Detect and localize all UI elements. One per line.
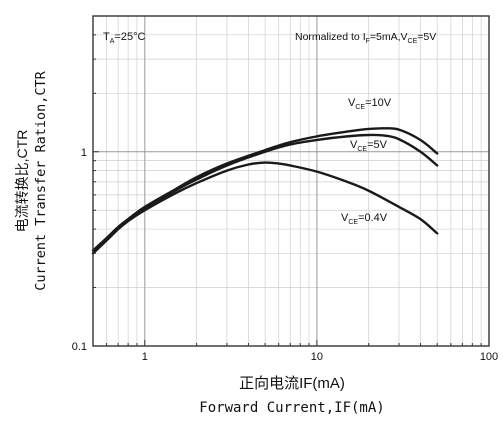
y-axis-title-cn: 电流转换比,CTR [14,130,30,233]
x-axis-title-cn: 正向电流IF(mA) [239,375,345,392]
temperature-annotation: TA=25°C [103,31,145,45]
x-tick-label: 100 [480,351,498,363]
series-label-vce-5v: VCE=5V [350,139,388,153]
x-axis-title-en: Forward Current,IF(mA) [199,400,384,416]
x-tick-label: 1 [142,351,148,363]
axis-ticks: 1 10 100 0.1 1 [72,15,498,363]
x-tick-label: 10 [311,351,323,363]
y-tick-label: 1 [81,147,87,159]
series-label-vce-0-4v: VCE=0.4V [341,212,388,226]
normalization-annotation: Normalized to IF=5mA,VCE=5V [295,31,436,45]
y-axis-title-en: Current Transfer Ration,CTR [33,70,49,290]
minor-grid [92,15,489,346]
y-tick-label: 0.1 [72,341,87,353]
series-label-vce-10v: VCE=10V [348,97,392,111]
plot-frame [92,15,490,347]
series-layer [91,127,439,255]
series-line-vce-10v [91,127,439,252]
series-line-vce-0-4v [91,161,439,255]
